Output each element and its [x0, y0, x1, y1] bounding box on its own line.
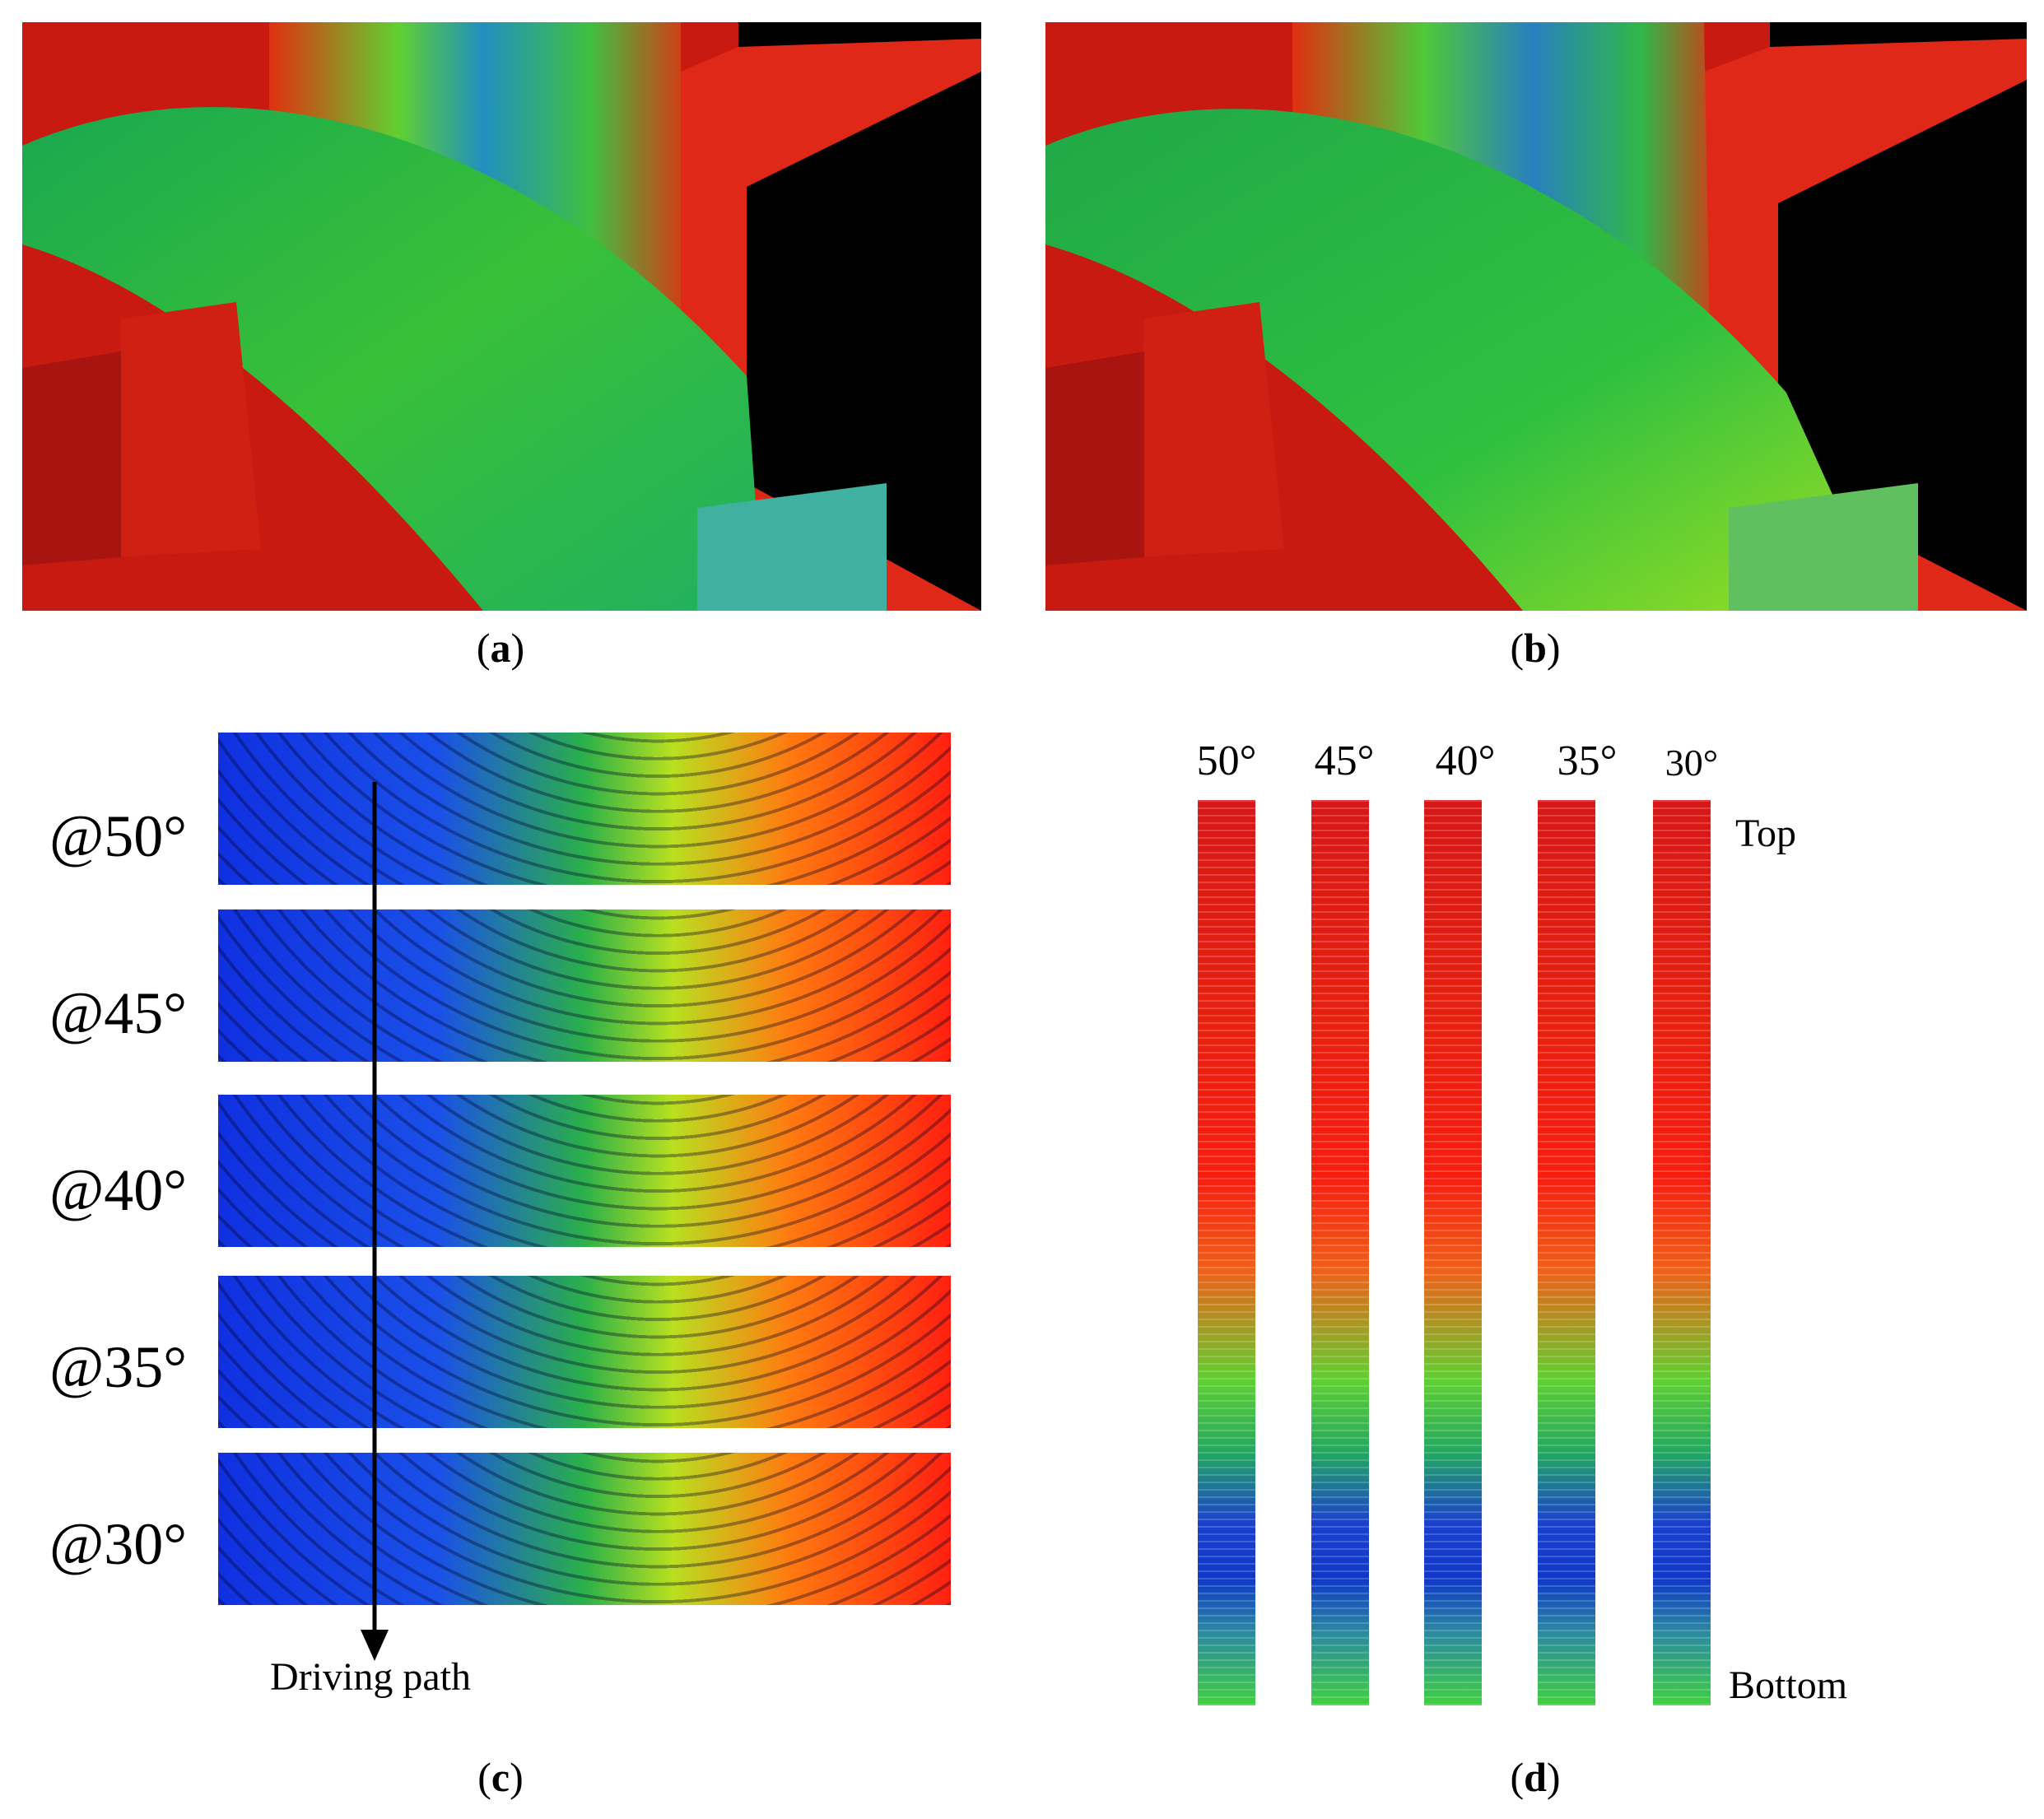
column-30	[1653, 800, 1711, 1705]
panel-b-caption: (b)	[1510, 625, 1561, 671]
strip-label-45: @45°	[49, 980, 188, 1046]
column-45	[1311, 800, 1369, 1705]
top-label: Top	[1735, 812, 1796, 855]
panel-c-caption: (c)	[477, 1754, 524, 1800]
column-50	[1198, 800, 1255, 1705]
scene-a-graphic	[22, 22, 981, 611]
strip-label-35: @35°	[49, 1334, 188, 1400]
strip-45	[218, 910, 951, 1062]
bottom-label: Bottom	[1729, 1663, 1848, 1707]
column-35	[1538, 800, 1595, 1705]
column-label-40: 40°	[1435, 737, 1496, 784]
column-label-45: 45°	[1314, 737, 1375, 784]
point-cloud-scene-b	[1045, 22, 2027, 611]
strip-40	[218, 1095, 951, 1247]
driving-path-label: Driving path	[270, 1655, 471, 1699]
column-label-30: 30°	[1665, 742, 1719, 784]
point-cloud-scene-a	[22, 22, 981, 611]
strip-50	[218, 733, 951, 885]
scene-b-graphic	[1045, 22, 2027, 611]
strip-label-50: @50°	[49, 803, 188, 869]
strip-30	[218, 1453, 951, 1605]
column-label-35: 35°	[1557, 737, 1618, 784]
column-40	[1424, 800, 1482, 1705]
panel-d-caption: (d)	[1510, 1754, 1561, 1800]
panel-a-caption: (a)	[476, 625, 525, 671]
strip-label-30: @30°	[49, 1511, 188, 1577]
strip-35	[218, 1276, 951, 1428]
strip-label-40: @40°	[49, 1157, 188, 1223]
driving-path-arrow	[361, 782, 389, 1661]
column-label-50: 50°	[1196, 737, 1257, 784]
